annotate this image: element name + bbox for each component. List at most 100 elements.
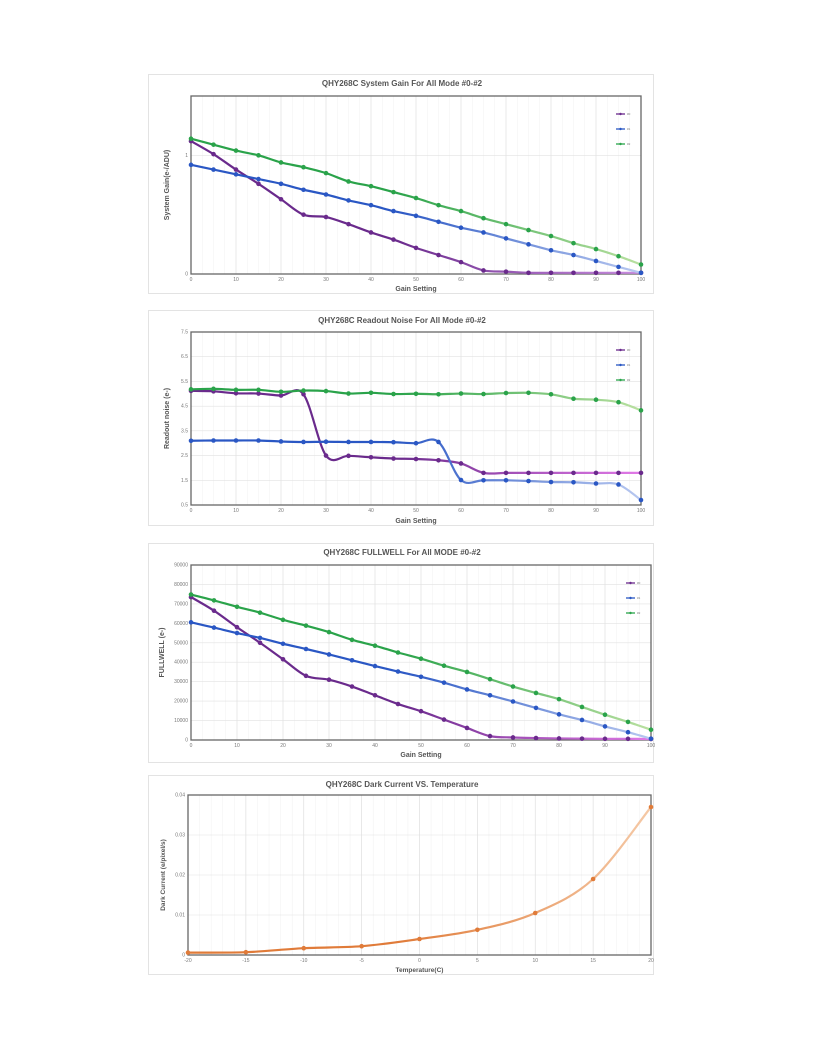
data-point bbox=[579, 736, 585, 741]
data-point bbox=[280, 641, 286, 647]
x-tick-label: 20 bbox=[278, 508, 284, 514]
legend-item: #0 bbox=[626, 581, 641, 585]
y-tick-labels: 0.5 1.5 2.5 3.5 4.5 5.5 6.5 7.5 bbox=[181, 330, 188, 509]
data-point bbox=[556, 712, 562, 717]
data-point bbox=[211, 625, 217, 630]
legend-item: #1 bbox=[616, 127, 631, 131]
x-tick-label: 100 bbox=[637, 277, 646, 283]
data-point bbox=[188, 387, 194, 392]
legend-item: #2 bbox=[616, 378, 631, 382]
data-point bbox=[481, 230, 486, 235]
x-tick-label: 5 bbox=[476, 958, 479, 964]
data-point bbox=[391, 208, 396, 214]
legend-item: #0 bbox=[616, 112, 631, 116]
data-point bbox=[458, 225, 464, 231]
y-tick-label: 2.5 bbox=[181, 453, 188, 459]
y-axis-label: Dark Current (e/pixel/s) bbox=[160, 839, 167, 911]
data-point bbox=[188, 592, 194, 597]
data-point bbox=[436, 219, 441, 225]
x-tick-label: 60 bbox=[464, 743, 470, 749]
legend-item: #2 bbox=[616, 142, 631, 146]
data-point bbox=[211, 142, 216, 147]
x-tick-label: 20 bbox=[278, 277, 284, 283]
legend-label: #2 bbox=[627, 142, 631, 146]
data-point bbox=[510, 735, 516, 740]
data-point bbox=[464, 687, 470, 692]
data-point bbox=[526, 470, 531, 476]
y-tick-label: 3.5 bbox=[181, 428, 188, 434]
data-point bbox=[323, 439, 329, 445]
data-point bbox=[303, 646, 309, 652]
y-tick-label: 0.04 bbox=[175, 793, 185, 799]
data-point bbox=[579, 704, 585, 710]
x-tick-label: 40 bbox=[368, 277, 374, 283]
x-tick-label: 90 bbox=[602, 743, 608, 749]
x-tick-label: 30 bbox=[323, 508, 329, 514]
y-axis-label: FULLWELL (e-) bbox=[159, 627, 166, 677]
data-point bbox=[280, 657, 286, 662]
data-point bbox=[368, 230, 374, 235]
y-tick-label: 5.5 bbox=[181, 379, 188, 385]
legend-marker bbox=[629, 596, 632, 600]
data-point bbox=[256, 387, 261, 393]
data-point bbox=[243, 949, 249, 955]
y-tick-label: 80000 bbox=[174, 582, 188, 588]
legend-label: #0 bbox=[637, 581, 641, 585]
y-tick-label: 90000 bbox=[174, 563, 188, 569]
x-axis-label: Temperature(C) bbox=[396, 967, 444, 974]
data-point bbox=[256, 181, 261, 187]
data-point bbox=[593, 258, 599, 264]
x-tick-label: 10 bbox=[233, 508, 239, 514]
data-point bbox=[510, 684, 516, 689]
data-point bbox=[487, 676, 493, 682]
legend-label: #1 bbox=[627, 127, 631, 131]
data-point bbox=[413, 195, 419, 201]
data-point bbox=[413, 245, 419, 251]
x-tick-label: 50 bbox=[413, 508, 419, 514]
y-tick-label: 1.5 bbox=[181, 478, 188, 484]
x-tick-label: 0 bbox=[190, 508, 193, 514]
x-tick-label: 15 bbox=[590, 958, 596, 964]
series-1 bbox=[188, 620, 654, 741]
data-point bbox=[233, 438, 239, 443]
data-point bbox=[571, 240, 576, 246]
series-2 bbox=[188, 136, 644, 267]
y-tick-label: 0.02 bbox=[175, 873, 185, 879]
x-tick-label: 30 bbox=[326, 743, 332, 749]
x-tick-label: -20 bbox=[184, 958, 191, 964]
x-tick-label: 10 bbox=[233, 277, 239, 283]
data-point bbox=[346, 439, 351, 445]
plot-frame bbox=[190, 564, 652, 741]
legend-marker bbox=[619, 348, 622, 352]
y-tick-label: 0 bbox=[185, 272, 188, 278]
x-tick-label: 100 bbox=[647, 743, 655, 749]
data-point bbox=[188, 620, 194, 625]
data-point bbox=[211, 386, 216, 392]
data-point bbox=[571, 470, 576, 476]
data-point bbox=[616, 253, 621, 259]
data-point bbox=[638, 408, 644, 413]
x-axis-label: Gain Setting bbox=[400, 752, 441, 759]
data-point bbox=[326, 629, 332, 635]
data-point bbox=[503, 390, 509, 396]
data-point bbox=[323, 388, 329, 394]
data-point bbox=[359, 943, 364, 949]
data-point bbox=[458, 391, 464, 396]
data-point bbox=[233, 167, 239, 172]
data-point bbox=[211, 598, 217, 603]
data-point bbox=[188, 438, 194, 444]
data-point bbox=[464, 669, 470, 675]
data-point bbox=[602, 724, 608, 729]
legend-item: #2 bbox=[626, 611, 641, 615]
data-point bbox=[372, 692, 378, 698]
data-point bbox=[395, 701, 401, 707]
data-point bbox=[526, 227, 531, 233]
data-point bbox=[234, 624, 240, 630]
data-point bbox=[481, 215, 486, 221]
data-point bbox=[548, 479, 554, 485]
data-point bbox=[458, 208, 464, 214]
data-point bbox=[368, 183, 374, 189]
data-point bbox=[436, 252, 441, 258]
x-axis-label: Gain Setting bbox=[395, 286, 436, 293]
x-tick-label: -10 bbox=[300, 958, 307, 964]
